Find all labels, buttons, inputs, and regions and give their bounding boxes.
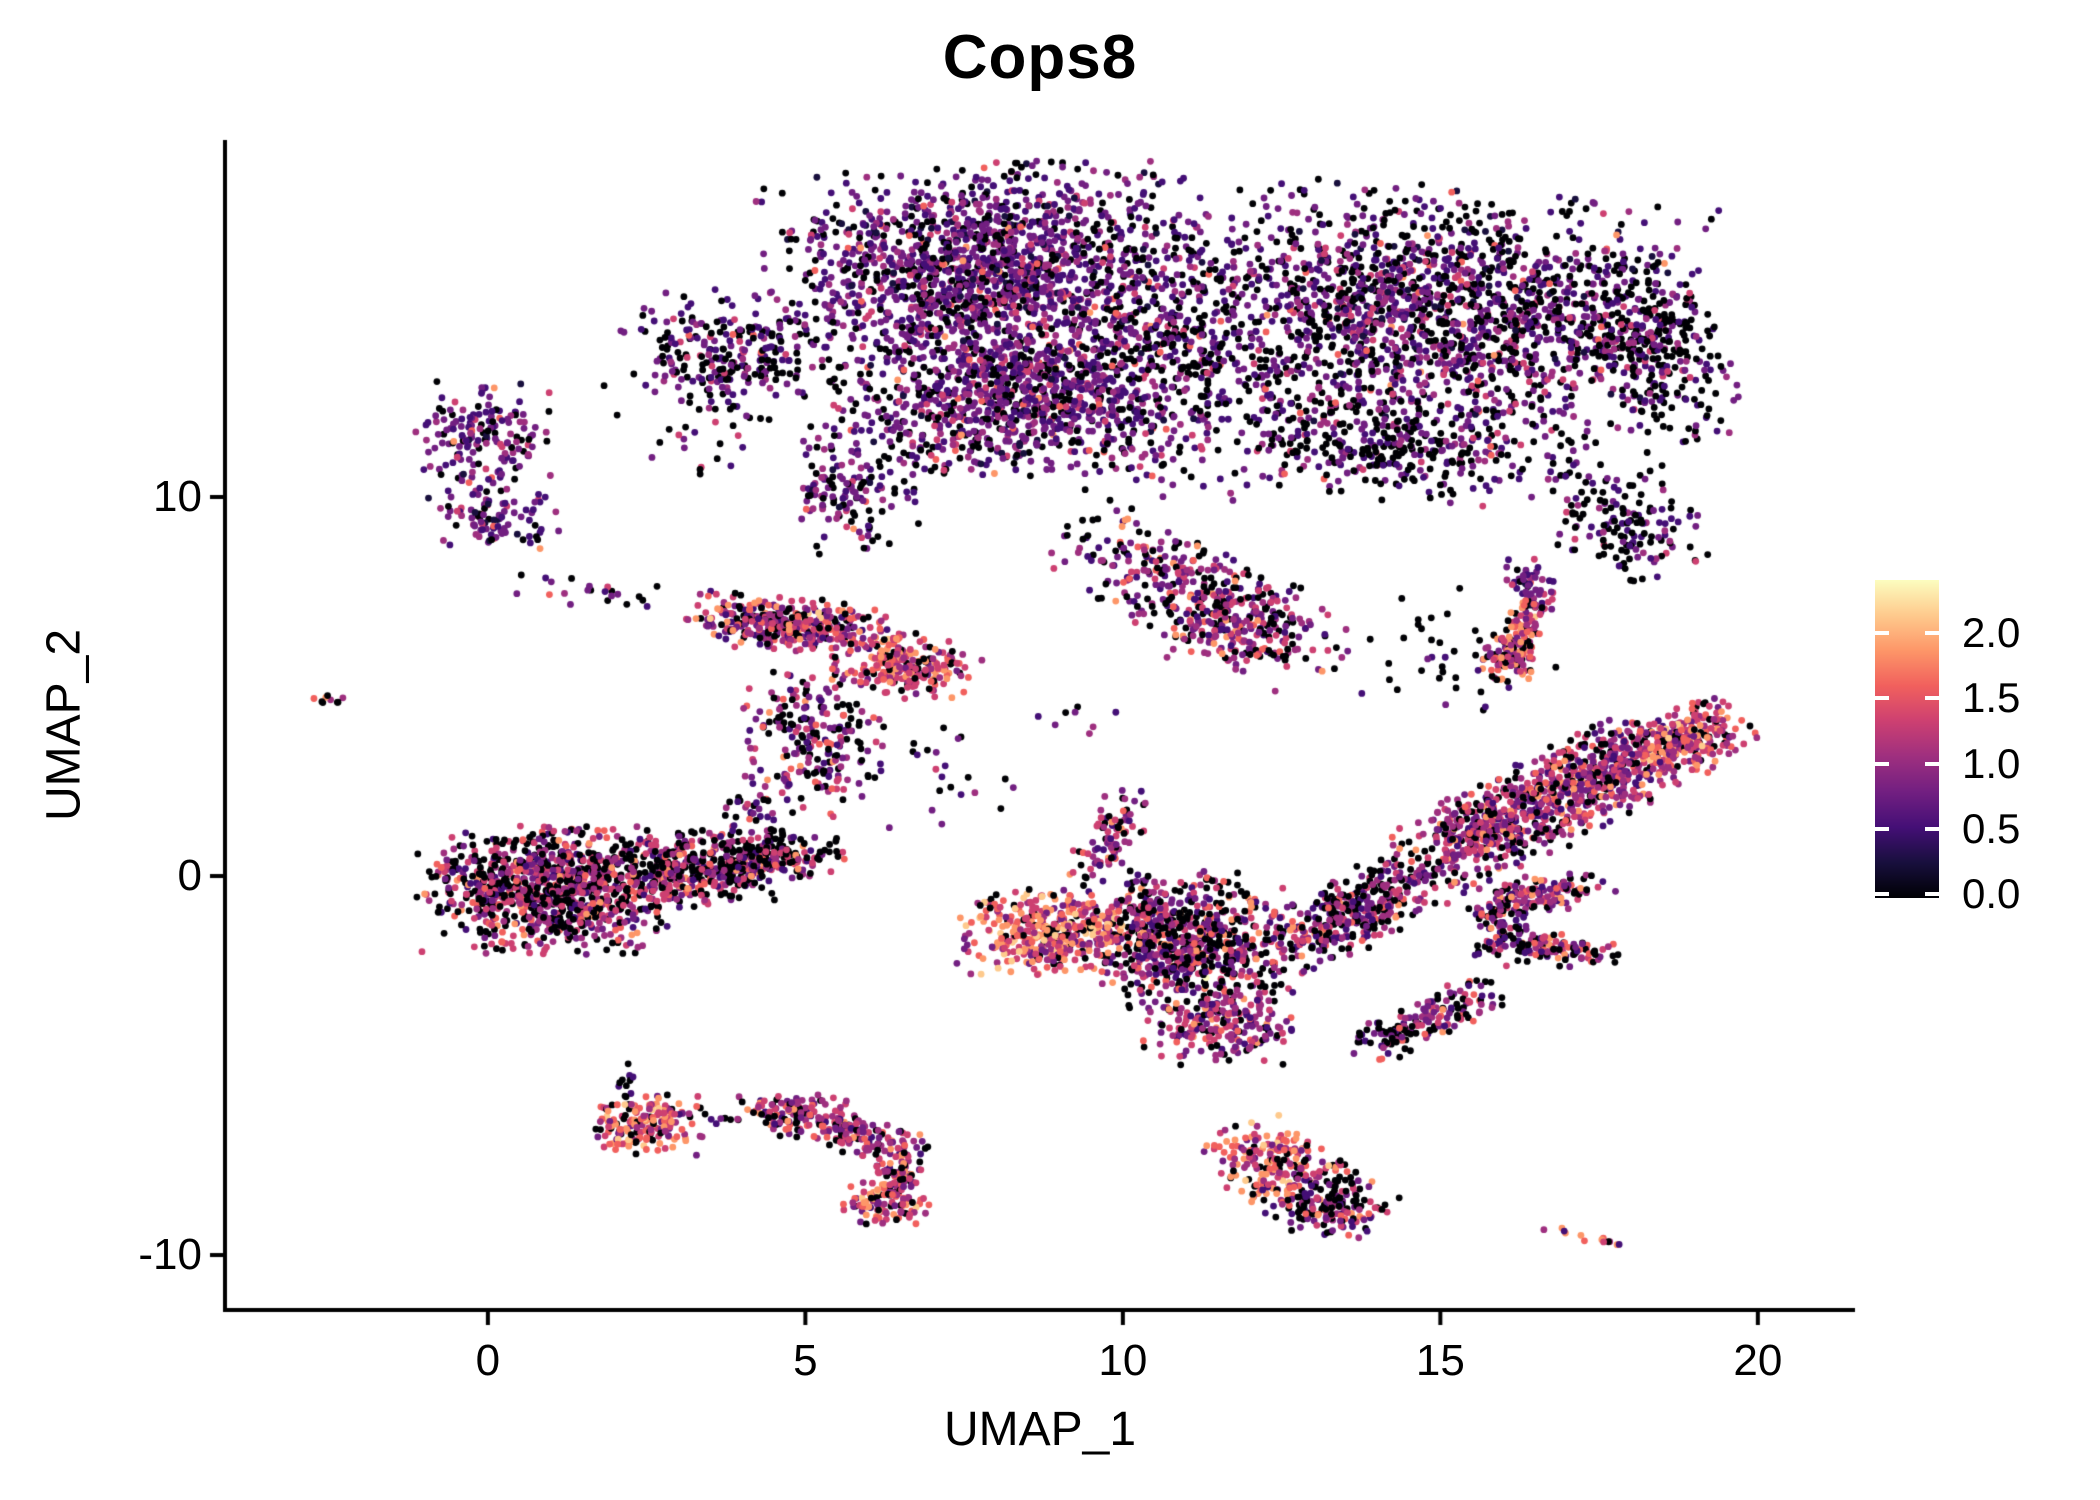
y-tick-label: 10 <box>153 472 202 522</box>
x-tick-label: 5 <box>793 1336 818 1385</box>
colorbar-tick-label: 1.0 <box>1962 739 2021 787</box>
colorbar-tick-mark <box>1875 696 1889 701</box>
x-tick-label: 20 <box>1733 1336 1783 1385</box>
colorbar-tick-mark <box>1925 892 1939 896</box>
colorbar-tick-mark <box>1875 826 1889 831</box>
y-axis-label: UMAP_2 <box>37 628 91 822</box>
colorbar-tick-label: 0.5 <box>1962 804 2021 852</box>
y-tick-label: -10 <box>138 1230 202 1280</box>
x-tick-label: 15 <box>1415 1336 1465 1385</box>
colorbar-tick-mark <box>1925 826 1939 831</box>
plot-title: Cops8 <box>942 23 1138 92</box>
colorbar-tick-mark <box>1875 892 1889 896</box>
colorbar-tick-mark <box>1925 631 1939 635</box>
colorbar-gradient <box>1875 580 1939 898</box>
colorbar-tick-label: 1.5 <box>1962 674 2021 722</box>
colorbar-tick-mark <box>1925 761 1939 766</box>
colorbar-tick-mark <box>1875 631 1889 635</box>
colorbar-tick-mark <box>1875 761 1889 766</box>
x-tick-label: 0 <box>475 1336 501 1385</box>
x-axis-label: UMAP_1 <box>943 1403 1137 1456</box>
y-tick-label: 0 <box>177 851 202 901</box>
colorbar-tick-label: 2.0 <box>1962 609 2021 656</box>
colorbar-tick-mark <box>1925 696 1939 701</box>
colorbar-tick-label: 0.0 <box>1962 870 2021 917</box>
x-tick-label: 10 <box>1098 1336 1148 1385</box>
